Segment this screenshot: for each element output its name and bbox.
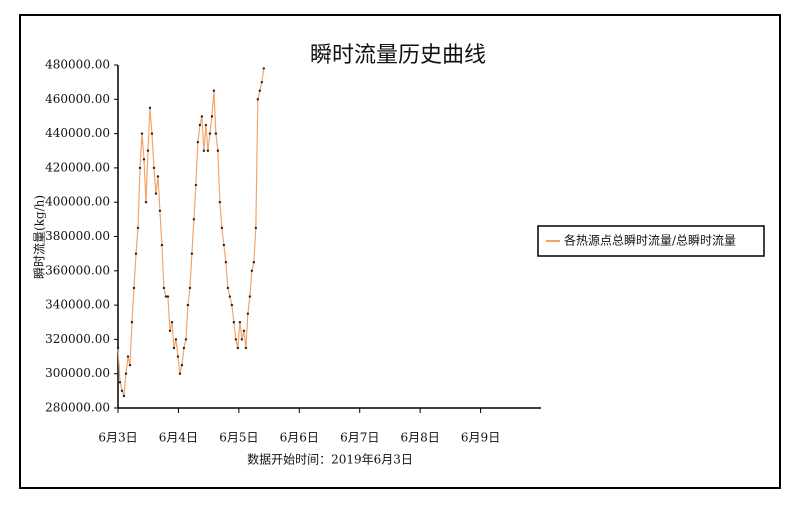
- y-tick-label: 420000.00: [45, 160, 110, 174]
- point: [166, 295, 170, 298]
- point: [200, 115, 204, 118]
- point: [212, 89, 216, 92]
- point: [236, 346, 240, 350]
- point: [160, 243, 164, 247]
- point: [206, 149, 210, 152]
- point: [246, 312, 250, 315]
- point: [238, 321, 242, 324]
- point: [224, 261, 228, 264]
- x-axis-label: 数据开始时间：2019年6月3日: [247, 452, 413, 467]
- point: [130, 321, 134, 324]
- point: [262, 67, 266, 70]
- point: [220, 226, 224, 230]
- point: [136, 226, 140, 230]
- y-tick-label: 400000.00: [45, 195, 110, 209]
- point: [192, 218, 196, 221]
- x-tick-label: 6月3日: [98, 431, 137, 445]
- point: [154, 192, 158, 195]
- point: [126, 355, 130, 358]
- point: [172, 346, 176, 350]
- point: [152, 166, 156, 170]
- point: [178, 372, 182, 375]
- point: [228, 295, 232, 298]
- x-tick-label: 6月4日: [159, 431, 198, 445]
- x-tick-label: 6月8日: [401, 431, 440, 445]
- x-tick-label: 6月5日: [219, 431, 258, 445]
- point: [162, 286, 166, 290]
- y-tick-label: 380000.00: [45, 229, 110, 243]
- point: [170, 321, 174, 324]
- point: [164, 295, 168, 298]
- y-tick-label: 340000.00: [45, 298, 110, 312]
- point: [208, 132, 212, 135]
- point: [150, 132, 154, 135]
- point: [156, 175, 160, 178]
- point: [122, 394, 126, 398]
- chart-title: 瞬时流量历史曲线: [310, 43, 486, 68]
- x-tick-label: 6月7日: [340, 431, 379, 445]
- point: [144, 201, 148, 204]
- point: [202, 149, 206, 152]
- point: [120, 389, 124, 393]
- point: [182, 346, 186, 350]
- y-axis-label: 瞬时流量(kg/h): [33, 195, 47, 279]
- point: [250, 269, 254, 272]
- point: [214, 132, 218, 135]
- point: [138, 166, 142, 170]
- point: [198, 123, 202, 127]
- y-tick-label: 300000.00: [45, 366, 110, 380]
- point: [140, 132, 144, 135]
- point: [146, 149, 150, 152]
- point: [258, 89, 262, 92]
- y-tick-label: 360000.00: [45, 263, 110, 277]
- point: [124, 372, 128, 375]
- point: [134, 252, 138, 255]
- point: [186, 303, 190, 307]
- point: [194, 183, 198, 187]
- point: [184, 338, 188, 341]
- point: [226, 286, 230, 290]
- point: [158, 209, 162, 212]
- y-tick-label: 280000.00: [45, 401, 110, 415]
- point: [190, 252, 194, 255]
- point: [188, 286, 192, 290]
- legend: [537, 225, 765, 257]
- point: [254, 226, 258, 230]
- x-tick-label: 6月9日: [461, 431, 500, 445]
- point: [230, 303, 234, 307]
- y-tick-label: 480000.00: [45, 58, 110, 72]
- point: [240, 338, 244, 341]
- y-tick-label: 460000.00: [45, 92, 110, 106]
- point: [234, 338, 238, 341]
- point: [174, 338, 178, 341]
- point: [210, 115, 214, 118]
- x-tick-label: 6月6日: [280, 431, 319, 445]
- point: [218, 201, 222, 204]
- point: [256, 98, 260, 101]
- point: [252, 261, 256, 264]
- point: [148, 106, 152, 110]
- point: [168, 329, 172, 333]
- point: [242, 329, 246, 333]
- point: [196, 140, 200, 144]
- y-tick-label: 440000.00: [45, 126, 110, 140]
- series-line: [117, 68, 265, 397]
- point: [244, 346, 248, 350]
- point: [180, 363, 184, 367]
- point: [248, 295, 252, 298]
- point: [260, 80, 264, 84]
- y-tick-label: 320000.00: [45, 332, 110, 346]
- point: [204, 123, 208, 127]
- point: [118, 381, 122, 384]
- point: [128, 363, 132, 367]
- point: [176, 355, 180, 358]
- point: [216, 149, 220, 152]
- point: [116, 346, 120, 350]
- point: [232, 321, 236, 324]
- point: [132, 286, 136, 290]
- legend-label: 各热源点总瞬时流量/总瞬时流量: [564, 233, 736, 248]
- point: [142, 158, 146, 161]
- point: [222, 243, 226, 247]
